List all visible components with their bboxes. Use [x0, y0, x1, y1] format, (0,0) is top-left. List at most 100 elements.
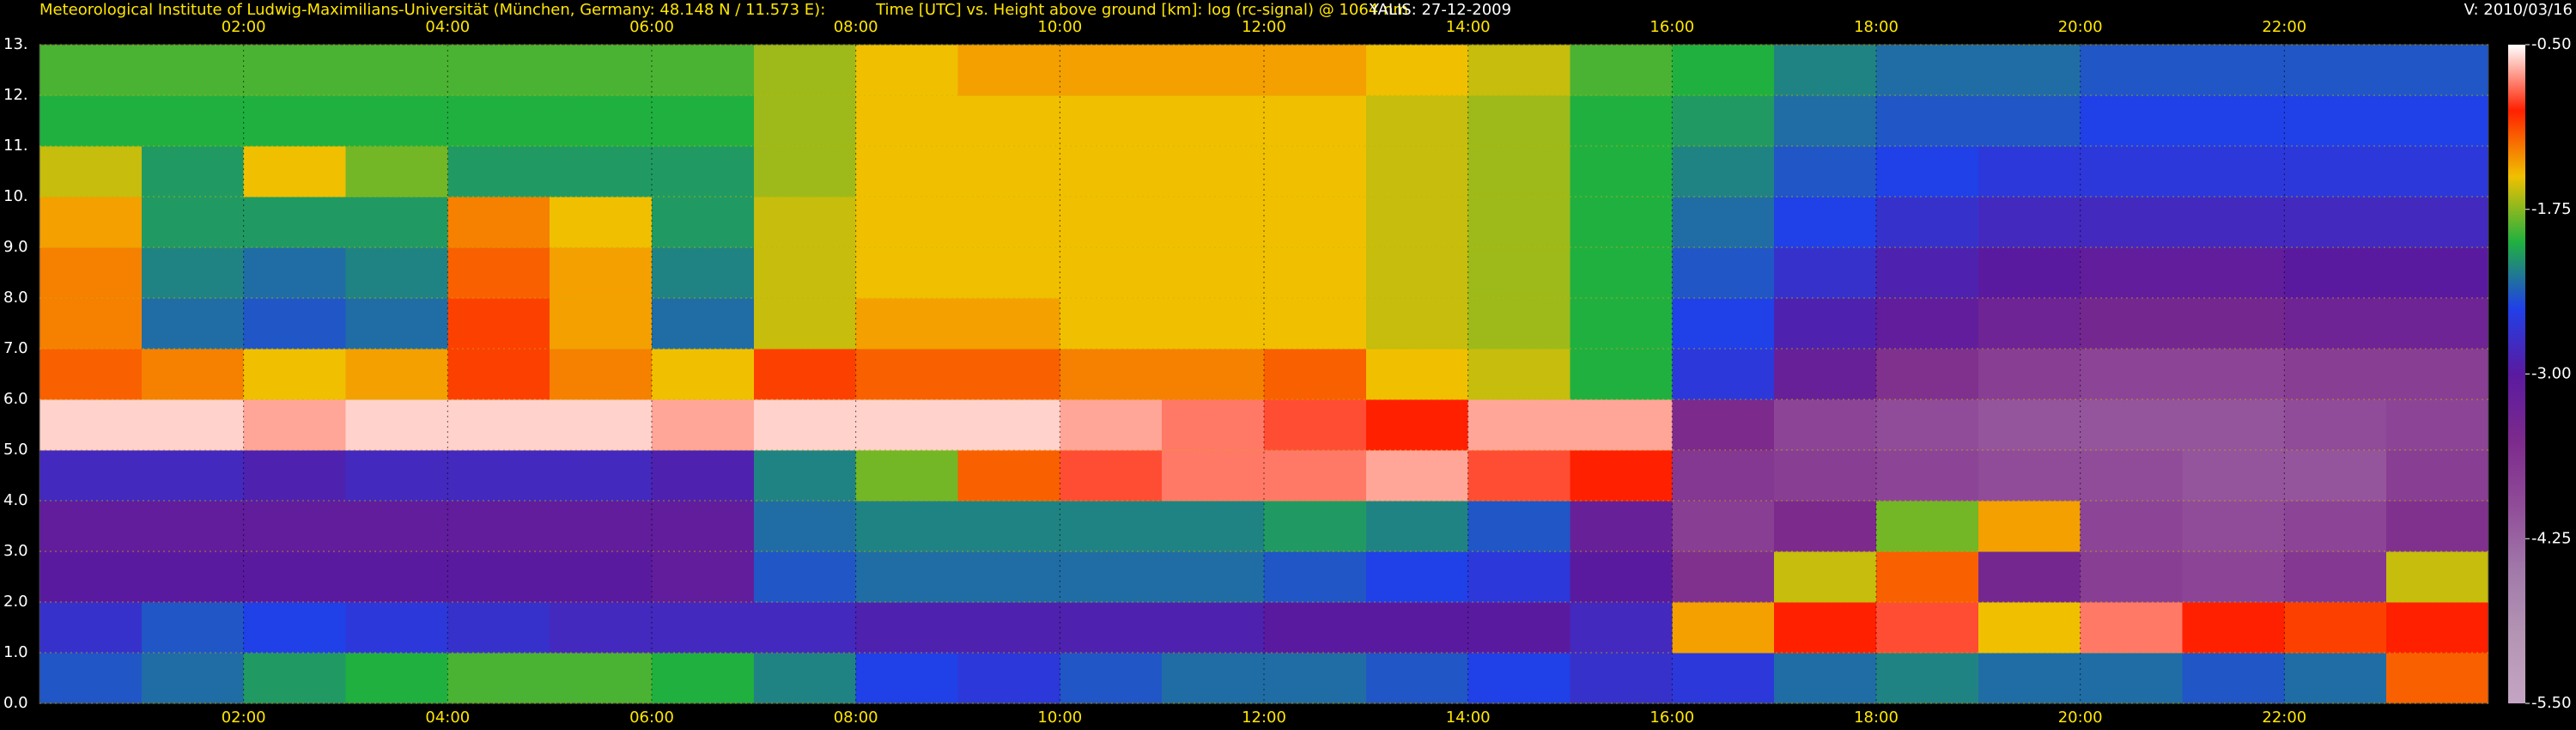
heatmap-cell	[1162, 653, 1265, 704]
heatmap-cell	[855, 298, 958, 350]
heatmap-cell	[1467, 95, 1571, 147]
colorbar	[2508, 45, 2525, 703]
heatmap-cell	[753, 551, 857, 603]
heatmap-cell	[753, 399, 857, 451]
heatmap-cell	[1467, 349, 1571, 400]
heatmap-cell	[1060, 551, 1163, 603]
x-tick-label-top: 14:00	[1446, 18, 1491, 36]
heatmap-cell	[1774, 399, 1877, 451]
heatmap-cell	[141, 95, 245, 147]
heatmap-cell	[1467, 247, 1571, 299]
heatmap-cell	[1570, 551, 1673, 603]
heatmap-cell	[1774, 247, 1877, 299]
heatmap-cell	[2080, 501, 2183, 552]
x-tick-label: 14:00	[1446, 709, 1491, 727]
x-tick-label: 22:00	[2262, 709, 2306, 727]
y-tick-label: 5.0	[3, 441, 28, 459]
heatmap-cell	[1060, 95, 1163, 147]
heatmap-cell	[652, 95, 755, 147]
heatmap-cell	[2386, 653, 2489, 704]
heatmap-cell	[447, 197, 550, 248]
heatmap-cell	[1774, 450, 1877, 502]
heatmap-cell	[39, 146, 143, 198]
heatmap-cell	[345, 247, 448, 299]
heatmap-cell	[1876, 399, 1979, 451]
y-tick-label: 3.0	[3, 542, 28, 560]
heatmap-cell	[1570, 146, 1673, 198]
heatmap-cell	[39, 653, 143, 704]
heatmap-cell	[1365, 551, 1469, 603]
heatmap-cell	[2284, 247, 2387, 299]
colorbar-label: -0.50	[2531, 35, 2572, 53]
heatmap-cell	[447, 551, 550, 603]
heatmap-cell	[2182, 349, 2285, 400]
heatmap-cell	[1365, 45, 1469, 96]
heatmap-cell	[652, 653, 755, 704]
heatmap	[39, 45, 2489, 704]
institute: Meteorological Institute of Ludwig-Maxim…	[39, 1, 825, 19]
x-tick-label-top: 04:00	[425, 18, 470, 36]
heatmap-cell	[1060, 450, 1163, 502]
heatmap-cell	[141, 146, 245, 198]
heatmap-cell	[855, 349, 958, 400]
heatmap-cell	[1264, 399, 1367, 451]
heatmap-cell	[447, 349, 550, 400]
axes: 0.0 1.0 2.0 3.0 4.0 5.0 6.0 7.0 8.0 9.0 10. 11. 12. 1…	[3, 18, 2572, 727]
x-tick-label-top: 16:00	[1649, 18, 1694, 36]
heatmap-cell	[1162, 146, 1265, 198]
heatmap-cell	[652, 298, 755, 350]
heatmap-cell	[2284, 349, 2387, 400]
x-tick-label-top: 02:00	[222, 18, 266, 36]
heatmap-cell	[957, 298, 1060, 350]
x-tick-label: 06:00	[629, 709, 674, 727]
heatmap-cell	[753, 450, 857, 502]
heatmap-cell	[652, 197, 755, 248]
heatmap-cell	[2182, 501, 2285, 552]
heatmap-cell	[447, 95, 550, 147]
y-tick-label: 4.0	[3, 491, 28, 509]
y-tick-label: 6.0	[3, 390, 28, 408]
heatmap-cell	[1978, 298, 2081, 350]
heatmap-cell	[1365, 349, 1469, 400]
colorbar-label: -4.25	[2531, 529, 2572, 547]
heatmap-cell	[345, 450, 448, 502]
heatmap-cell	[1570, 501, 1673, 552]
heatmap-cell	[1774, 501, 1877, 552]
heatmap-cell	[855, 551, 958, 603]
heatmap-cell	[1365, 399, 1469, 451]
heatmap-cell	[1162, 349, 1265, 400]
heatmap-cell	[1672, 349, 1775, 400]
heatmap-cell	[753, 95, 857, 147]
heatmap-cell	[1570, 349, 1673, 400]
heatmap-cell	[2386, 197, 2489, 248]
heatmap-cell	[1876, 450, 1979, 502]
heatmap-cell	[550, 551, 653, 603]
heatmap-cell	[550, 247, 653, 299]
heatmap-cell	[957, 501, 1060, 552]
heatmap-cell	[1876, 501, 1979, 552]
x-tick-label: 20:00	[2058, 709, 2103, 727]
heatmap-cell	[1570, 95, 1673, 147]
heatmap-cell	[753, 501, 857, 552]
heatmap-cell	[1060, 247, 1163, 299]
heatmap-cell	[1876, 146, 1979, 198]
heatmap-cell	[39, 247, 143, 299]
heatmap-cell	[1264, 551, 1367, 603]
heatmap-cell	[1876, 247, 1979, 299]
heatmap-cell	[2386, 450, 2489, 502]
heatmap-cell	[141, 349, 245, 400]
heatmap-cell	[2284, 197, 2387, 248]
heatmap-cell	[652, 450, 755, 502]
heatmap-cell	[753, 653, 857, 704]
heatmap-cell	[550, 298, 653, 350]
heatmap-cell	[2284, 501, 2387, 552]
heatmap-cell	[1876, 602, 1979, 654]
heatmap-cell	[141, 501, 245, 552]
heatmap-cell	[243, 450, 346, 502]
heatmap-cell	[855, 602, 958, 654]
heatmap-cell	[957, 653, 1060, 704]
heatmap-cell	[2182, 95, 2285, 147]
heatmap-cell	[1060, 653, 1163, 704]
heatmap-cell	[550, 146, 653, 198]
heatmap-cell	[957, 399, 1060, 451]
